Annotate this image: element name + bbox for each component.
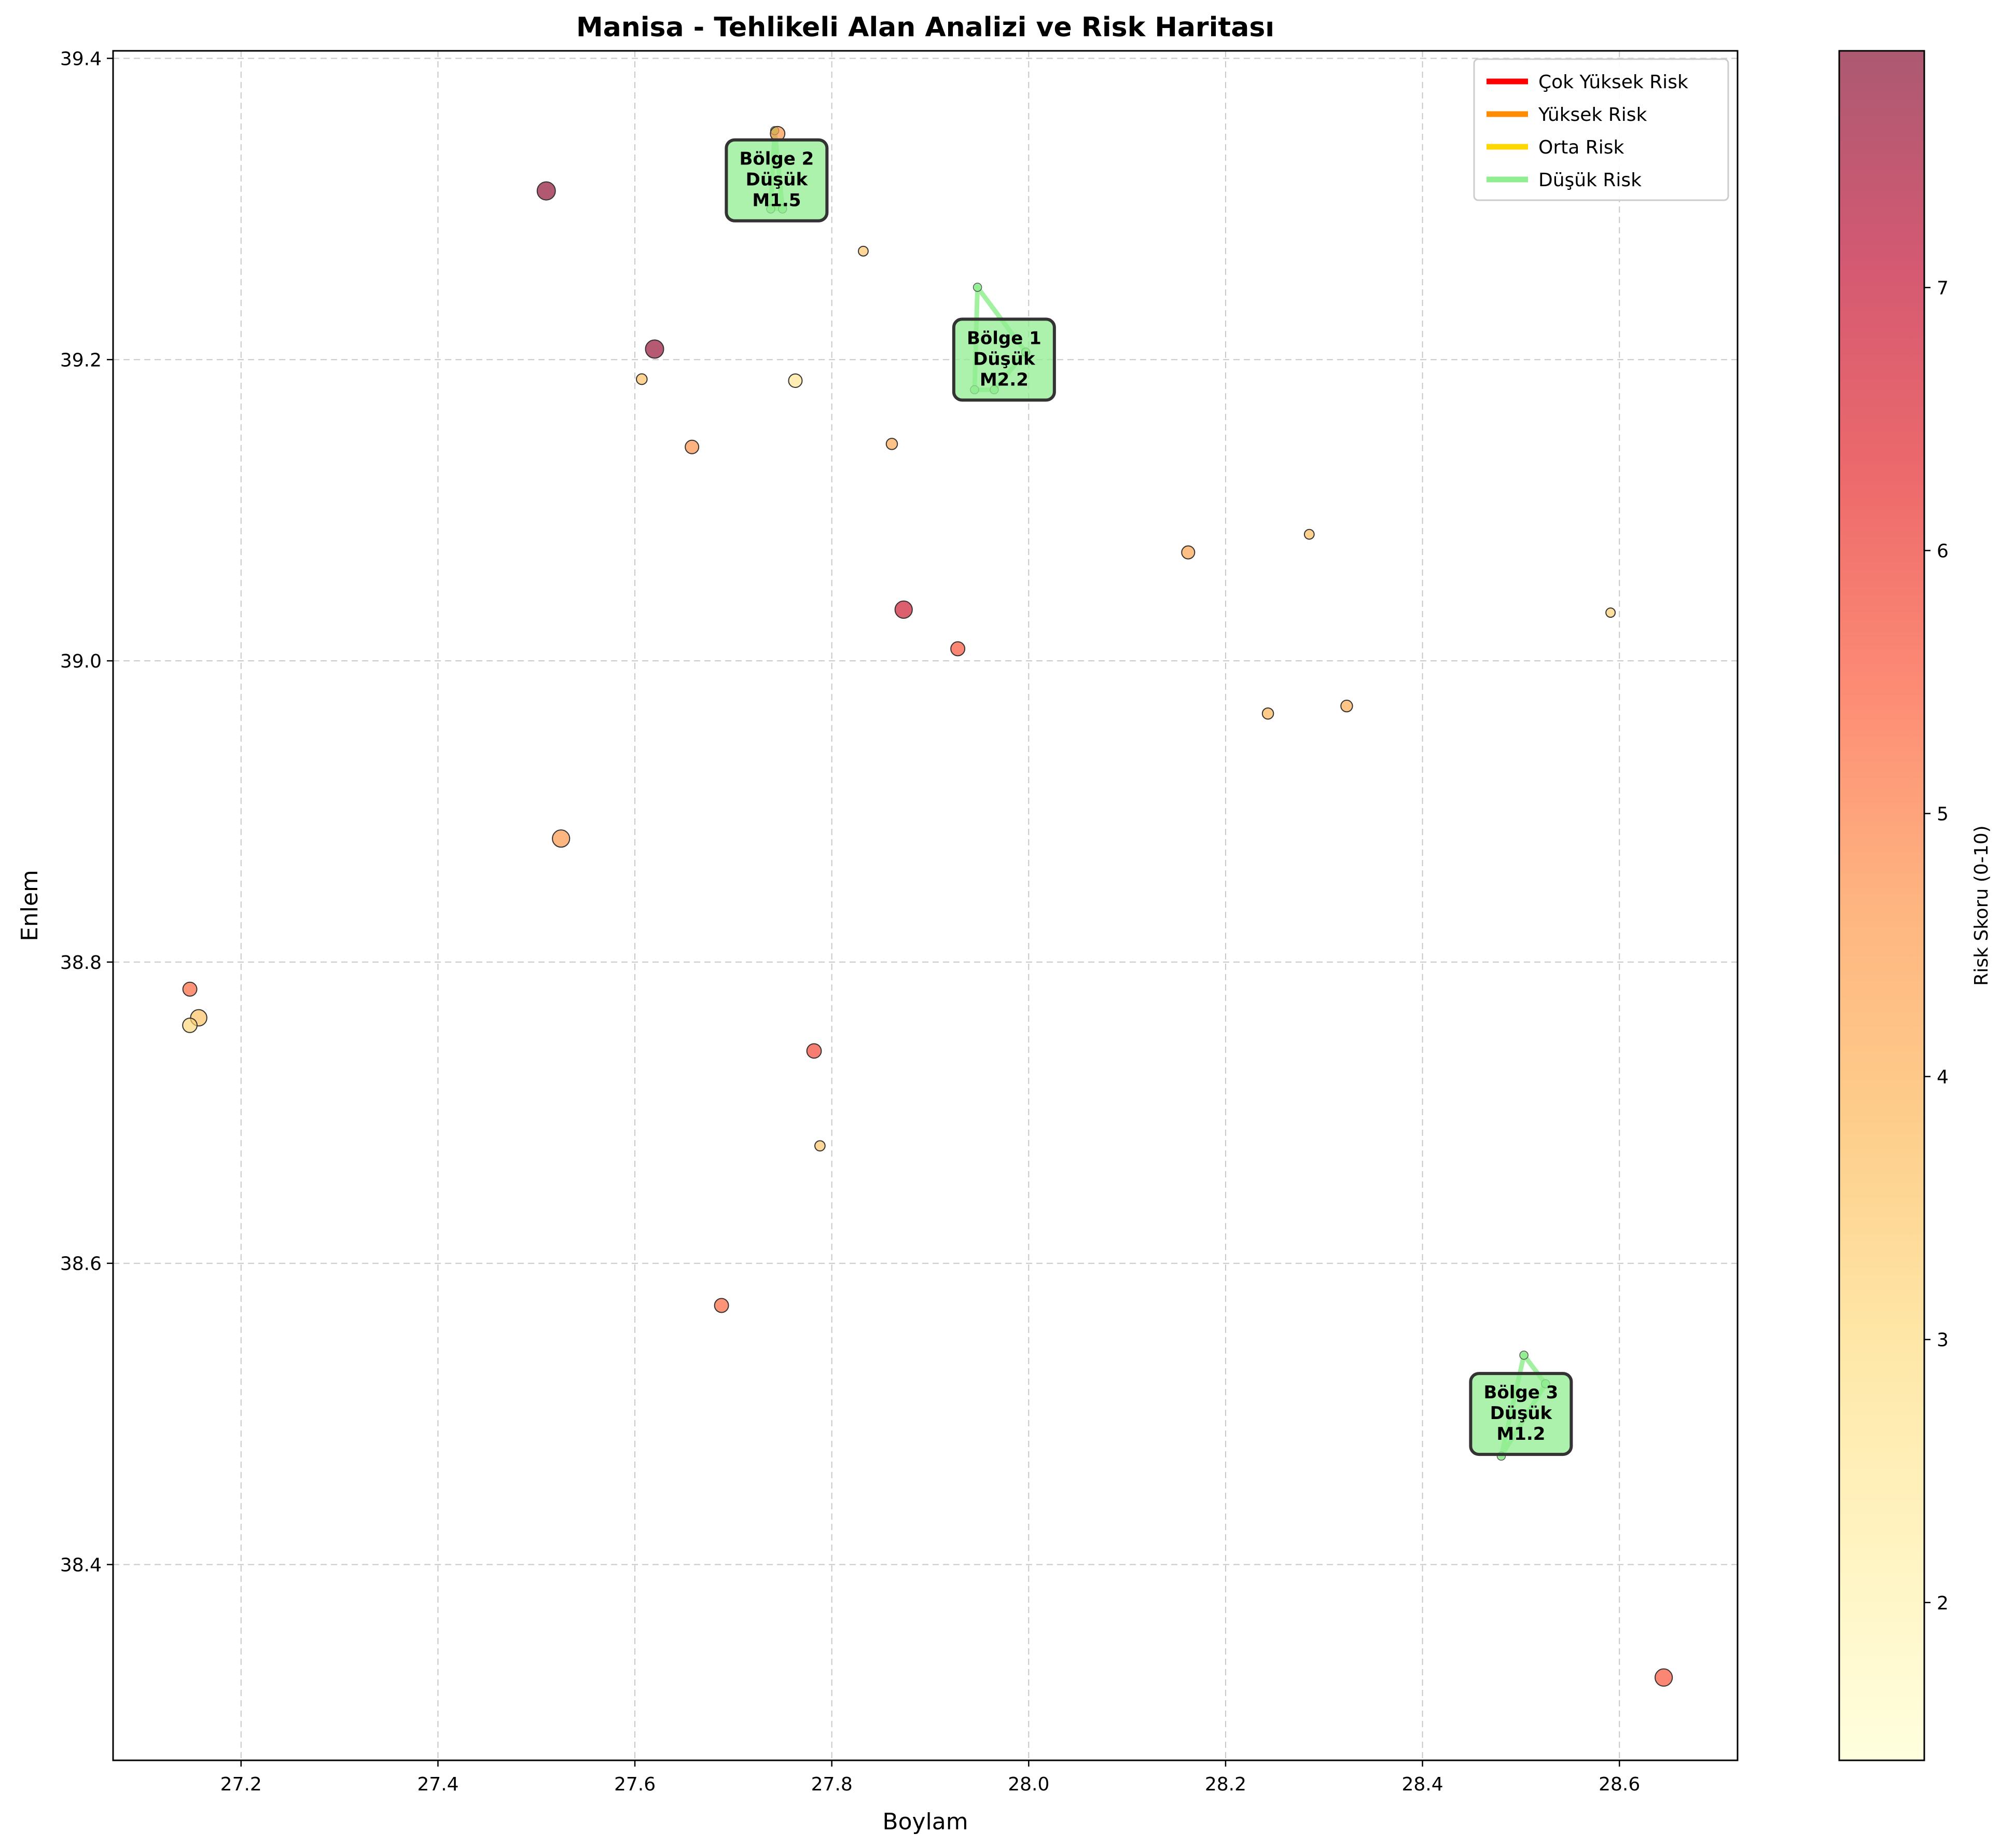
data-point: [714, 1298, 729, 1313]
y-tick-label: 38.6: [60, 1254, 102, 1275]
region-label-text: Düşük: [746, 170, 809, 190]
scatter-points: [182, 126, 1673, 1687]
region-label-text: M1.2: [1496, 1424, 1545, 1444]
x-axis-title: Boylam: [882, 1809, 968, 1835]
data-point: [814, 1140, 826, 1152]
region-label-text: Bölge 2: [739, 149, 814, 170]
region-vertex-point: [1519, 1351, 1529, 1360]
data-point: [1181, 545, 1196, 560]
colorbar-label: Risk Skoru (0-10): [1971, 825, 1992, 985]
data-point: [685, 439, 700, 454]
x-tick-label: 28.6: [1599, 1774, 1640, 1795]
x-tick-label: 27.4: [417, 1774, 459, 1795]
region-label-box: [952, 317, 1056, 402]
data-point: [1605, 607, 1616, 618]
legend-label: Düşük Risk: [1538, 170, 1642, 191]
region-label-text: Düşük: [973, 349, 1036, 369]
data-point: [182, 981, 198, 997]
region-vertex-point: [973, 283, 982, 292]
y-tick-label: 38.8: [60, 952, 102, 974]
colorbar: 2 3 4 5 6 7 Risk Skoru (0-10): [1838, 50, 1992, 1761]
data-point: [858, 245, 869, 257]
region-label-box: [725, 138, 829, 223]
region-label-text: Bölge 3: [1483, 1382, 1558, 1403]
data-point: [636, 373, 648, 385]
region-label-text: M2.2: [980, 369, 1029, 390]
data-point: [950, 641, 966, 657]
y-axis-title: Enlem: [17, 870, 43, 941]
data-point: [788, 373, 803, 388]
data-point: [1261, 707, 1274, 720]
region-label-text: Düşük: [1490, 1403, 1553, 1424]
colorbar-frame: [1838, 50, 1925, 1761]
x-tick-label: 28.4: [1402, 1774, 1443, 1795]
data-point: [182, 1017, 198, 1033]
y-axis: 38.4 38.6 38.8 39.0 39.2 39.4: [60, 49, 113, 1576]
y-tick-label: 39.0: [60, 651, 102, 672]
y-tick-label: 38.4: [60, 1554, 102, 1576]
x-tick-label: 27.8: [811, 1774, 853, 1795]
data-point: [894, 600, 913, 619]
colorbar-gradient: [1839, 51, 1924, 1760]
region-label-box: [1469, 1372, 1573, 1456]
plot-area: [113, 51, 1738, 1760]
x-tick-label: 27.2: [220, 1774, 262, 1795]
data-point: [1340, 700, 1353, 713]
x-axis: 27.2 27.4 27.6 27.8 28.0 28.2 28.4 28.6: [220, 1760, 1640, 1795]
colorbar-tick-label: 2: [1937, 1593, 1949, 1614]
region-label-text: M1.5: [752, 190, 801, 211]
data-point: [645, 339, 664, 359]
data-point: [1655, 1668, 1673, 1687]
colorbar-tick-label: 3: [1937, 1330, 1949, 1351]
colorbar-tick-label: 6: [1937, 540, 1949, 562]
plot-frame: [112, 50, 1739, 1761]
data-point: [536, 181, 556, 201]
data-point: [1303, 529, 1315, 540]
x-tick-label: 27.6: [614, 1774, 656, 1795]
x-tick-label: 28.2: [1205, 1774, 1246, 1795]
legend-label: Yüksek Risk: [1538, 104, 1647, 126]
y-tick-label: 39.2: [60, 350, 102, 371]
data-point: [552, 829, 571, 848]
legend-label: Çok Yüksek Risk: [1538, 72, 1688, 93]
legend-label: Orta Risk: [1538, 137, 1624, 158]
data-point: [806, 1043, 822, 1059]
chart-title: Manisa - Tehlikeli Alan Analizi ve Risk …: [576, 12, 1274, 43]
grid: [113, 51, 1738, 1760]
region-label-text: Bölge 1: [967, 328, 1041, 349]
x-tick-label: 28.0: [1008, 1774, 1049, 1795]
legend-box: [1473, 58, 1729, 201]
legend: Çok Yüksek Risk Yüksek Risk Orta Risk Düşük…: [1473, 58, 1729, 201]
colorbar-tick-label: 5: [1937, 804, 1949, 825]
y-tick-label: 39.4: [60, 49, 102, 70]
data-point: [885, 438, 898, 450]
colorbar-tick-label: 7: [1937, 277, 1949, 299]
colorbar-tick-label: 4: [1937, 1067, 1949, 1088]
